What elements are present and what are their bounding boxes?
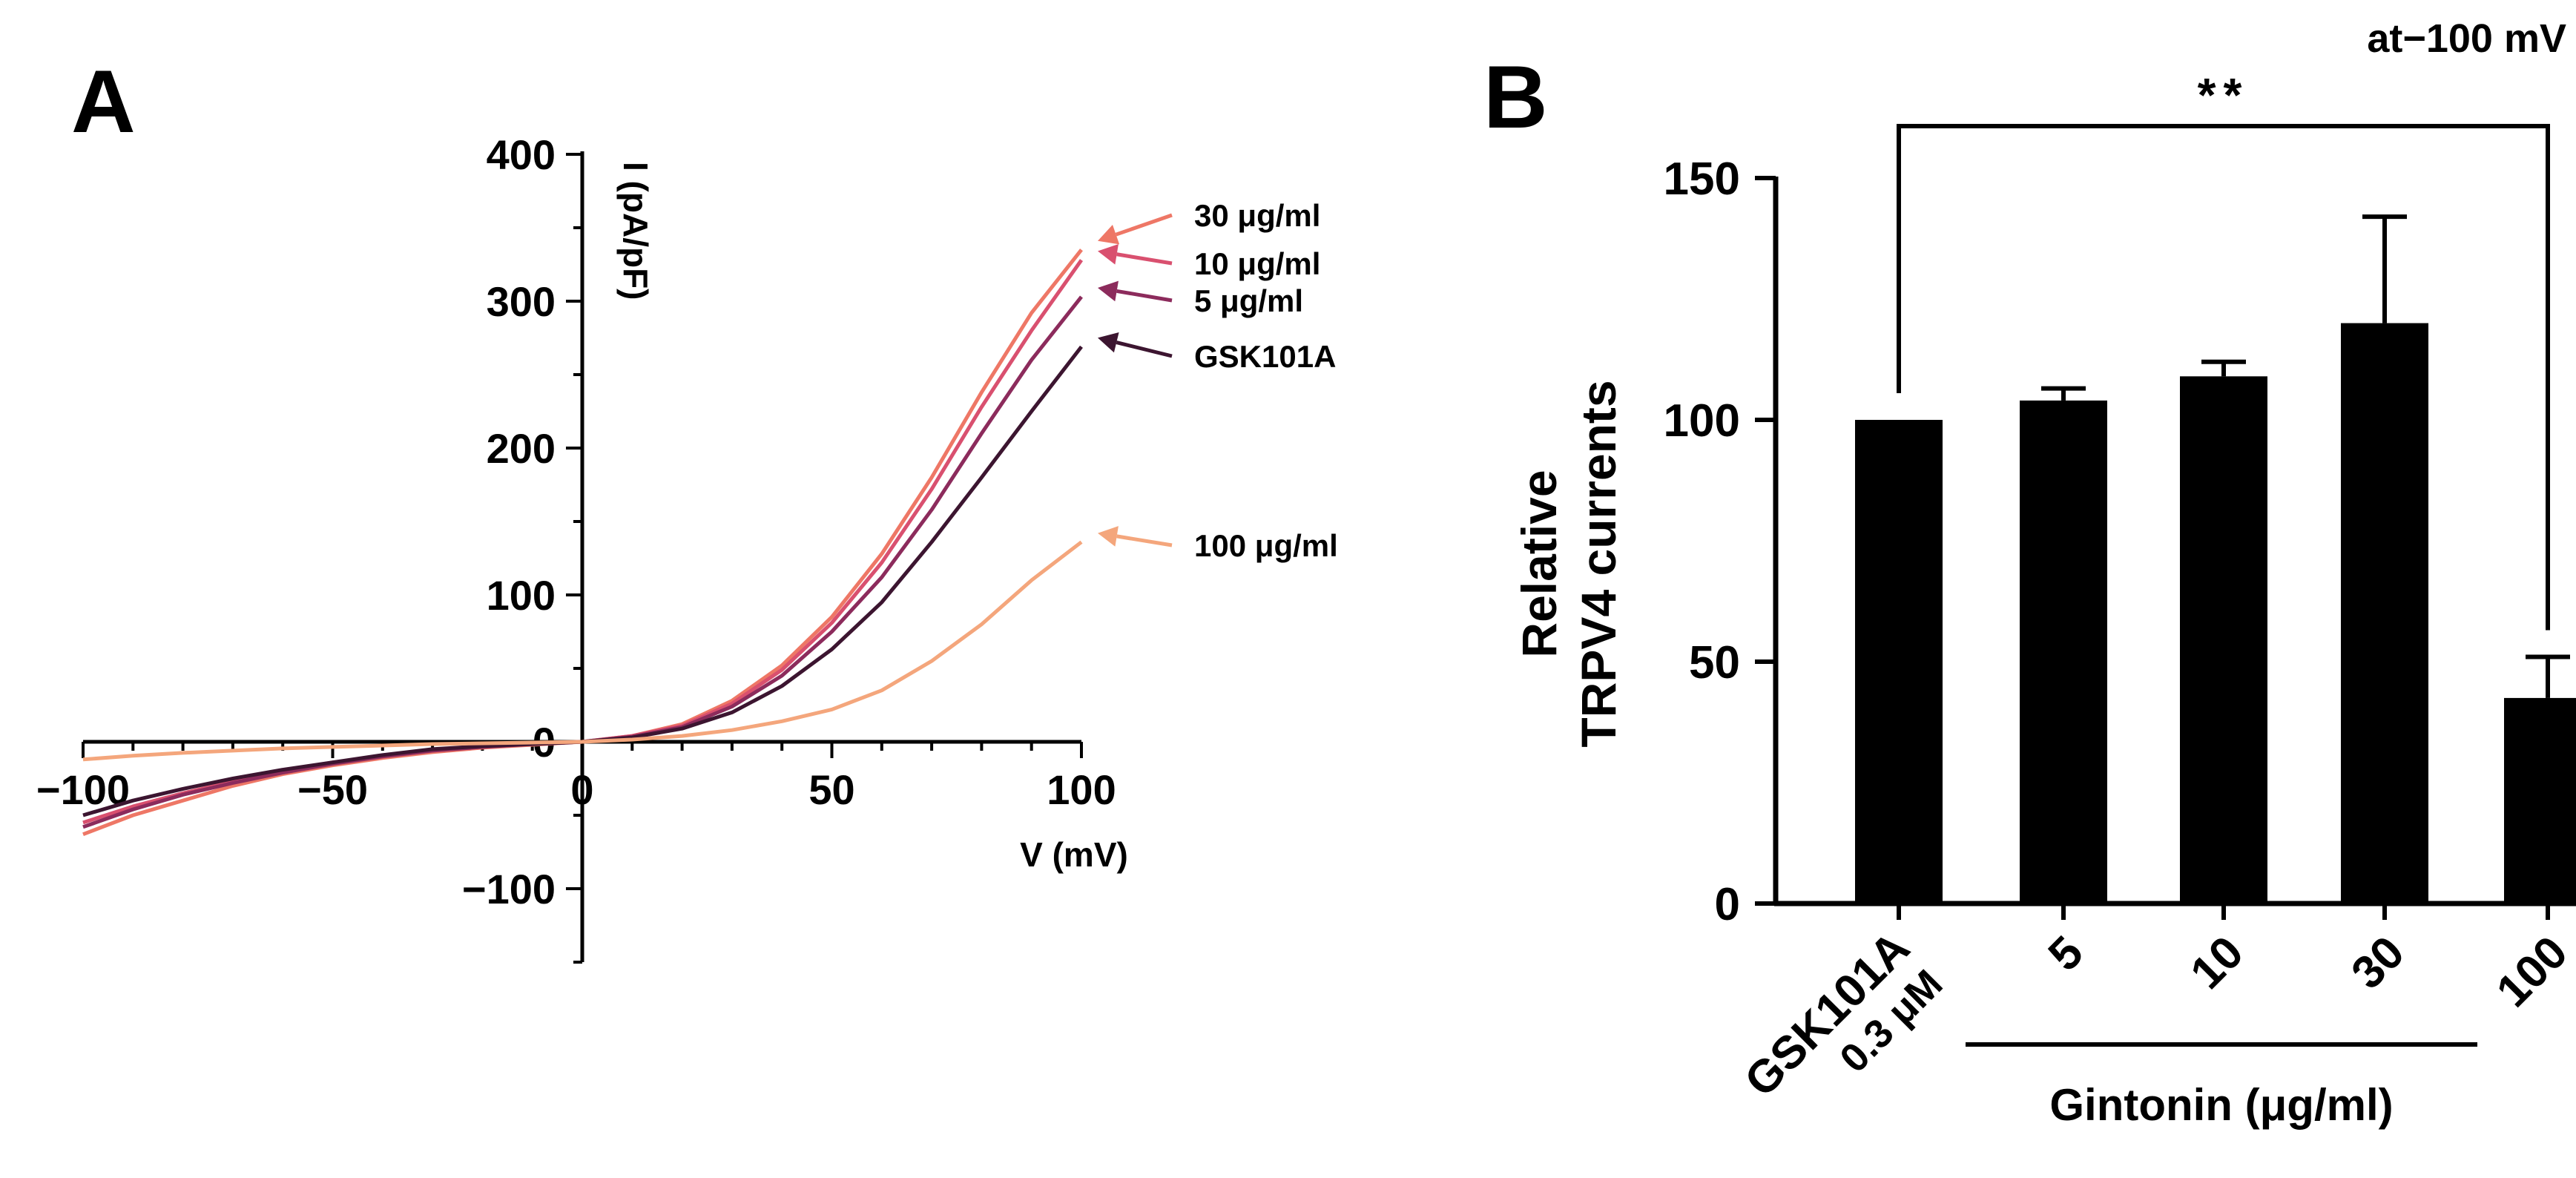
bar-5: [2504, 697, 2576, 904]
legend-arrow-head: [1098, 332, 1119, 353]
legend-label: 5 μg/ml: [1194, 283, 1303, 318]
legend-arrow-shaft: [1116, 289, 1173, 303]
legend-arrow-head: [1098, 280, 1119, 302]
y-axis-title: I (pA/pF): [616, 162, 655, 300]
legend-arrow-shaft: [1116, 340, 1173, 358]
x-tick-label: 30: [2342, 927, 2414, 999]
y-tick-label: 0: [1715, 879, 1740, 930]
panel-label-a: A: [71, 52, 136, 151]
legend-arrow-head: [1098, 243, 1119, 265]
significance-bracket: [1897, 124, 2550, 631]
chart-title: at−100 mV: [2367, 16, 2566, 61]
legend-label: 30 μg/ml: [1194, 198, 1320, 233]
significance-label: **: [2198, 68, 2250, 122]
x-tick-label: −50: [297, 766, 368, 813]
legend-label: 100 μg/ml: [1194, 528, 1338, 563]
series-line-5: [82, 540, 1083, 762]
panel-b-bar-chart: 0 50 100 150 Relative TRPV4 currents at−100 mV…: [1512, 16, 2576, 1130]
legend-arrow-head: [1098, 526, 1119, 547]
y-tick-label: 100: [1664, 395, 1740, 447]
x-tick-label: 100: [1047, 766, 1116, 813]
y-tick-label: 50: [1689, 637, 1740, 688]
y-tick-label: 300: [487, 278, 556, 325]
y-tick-label: 400: [487, 131, 556, 178]
legend-label: 10 μg/ml: [1194, 246, 1320, 281]
y-tick-label: 150: [1664, 154, 1740, 205]
bar-2: [2020, 400, 2107, 904]
legend-arrow-shaft: [1115, 213, 1173, 237]
x-tick-label: 5: [2039, 927, 2093, 981]
x-axis-title: Gintonin (μg/ml): [2049, 1080, 2393, 1130]
y-tick-label: −100: [462, 866, 556, 912]
panel-label-b: B: [1483, 47, 1548, 147]
legend-arrow-head: [1098, 224, 1120, 245]
x-tick-label: 50: [808, 766, 854, 813]
legend-arrow-shaft: [1116, 534, 1173, 547]
bar-4: [2341, 323, 2428, 904]
bar-1: [1855, 420, 1943, 904]
y-axis-title-line-2: TRPV4 currents: [1571, 380, 1626, 747]
bar-3: [2180, 376, 2267, 904]
x-tick-label: 100: [2487, 927, 2576, 1017]
legend-arrow-shaft: [1116, 252, 1173, 266]
x-tick-label: 10: [2181, 927, 2253, 999]
x-axis-title: V (mV): [1020, 835, 1128, 874]
y-axis-title-line-1: Relative: [1512, 470, 1567, 657]
legend-label: GSK101A: [1194, 339, 1336, 374]
y-tick-label: 100: [487, 572, 556, 619]
x-tick-label: 0: [570, 766, 593, 813]
y-tick-label: 200: [487, 425, 556, 472]
